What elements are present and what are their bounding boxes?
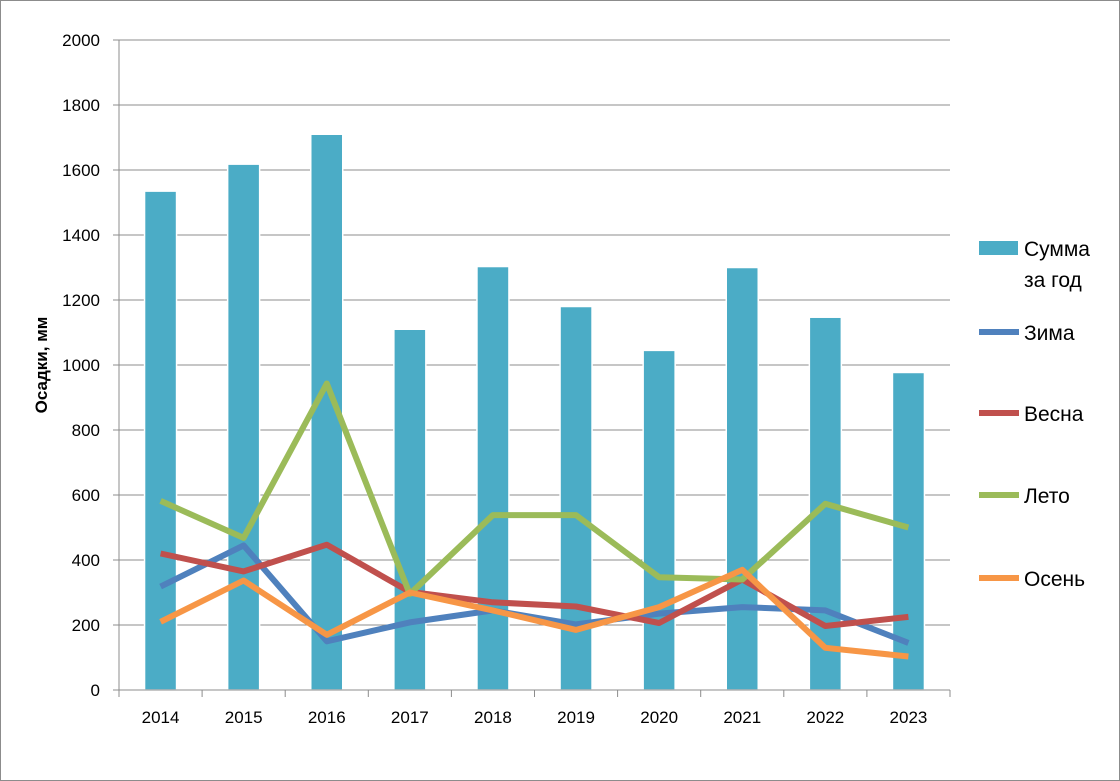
legend-label: Лето: [1024, 485, 1070, 508]
y-tick-label: 600: [72, 486, 100, 505]
bar: [226, 163, 261, 691]
bar: [476, 265, 510, 691]
x-tick-label: 2018: [474, 708, 512, 727]
series-line: [159, 541, 909, 629]
y-tick-label: 1200: [62, 291, 100, 310]
y-tick-label: 1000: [62, 356, 100, 375]
legend-label: Зима: [1024, 322, 1075, 345]
x-tick-label: 2021: [723, 708, 761, 727]
axes-group: [113, 39, 951, 697]
x-tick-label: 2019: [557, 708, 595, 727]
x-tick-label: 2016: [308, 708, 346, 727]
series-line: [159, 566, 909, 660]
y-tick-label: 400: [72, 551, 100, 570]
y-tick-label: 1800: [62, 96, 100, 115]
bar: [393, 328, 427, 691]
y-tick-label: 2000: [62, 31, 100, 50]
x-tick-label: 2015: [225, 708, 263, 727]
y-tick-label: 0: [91, 681, 100, 700]
legend-label: за год: [1024, 269, 1082, 292]
legend: Сумма за год Зима Весна Лето Осень: [979, 238, 1090, 591]
legend-swatch: [979, 241, 1018, 255]
y-tick-label: 800: [72, 421, 100, 440]
bar: [642, 349, 676, 691]
legend-label: Сумма: [1024, 238, 1090, 261]
bar: [143, 190, 178, 691]
x-tick-label: 2022: [806, 708, 844, 727]
x-tick-label: 2017: [391, 708, 429, 727]
y-tick-label: 1600: [62, 161, 100, 180]
lines-group: [159, 380, 910, 660]
series-line: [159, 380, 910, 598]
x-tick-label: 2014: [142, 708, 180, 727]
y-tick-label: 200: [72, 616, 100, 635]
legend-label: Весна: [1024, 403, 1084, 426]
y-tick-label: 1400: [62, 226, 100, 245]
y-tick-labels: 0 200 400 600 800 1000 1200 1400 1600 1800 2000: [62, 31, 100, 700]
x-tick-labels: 2014 2015 2016 2017 2018 2019 2020 2021 2022 2023: [142, 708, 928, 727]
x-tick-label: 2023: [890, 708, 928, 727]
y-axis-label: Осадки, мм: [32, 317, 51, 414]
bar: [725, 266, 759, 691]
legend-label: Осень: [1024, 568, 1085, 591]
x-tick-label: 2020: [640, 708, 678, 727]
